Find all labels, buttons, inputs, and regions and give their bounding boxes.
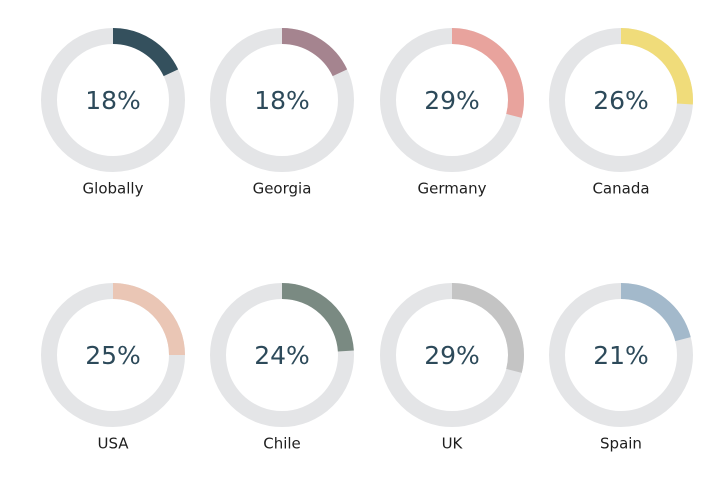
donut-arc	[112, 28, 179, 77]
value-label: 18%	[85, 86, 141, 115]
donut-title: Spain	[600, 435, 642, 453]
donut-arc	[451, 28, 524, 118]
donut-title: Globally	[83, 180, 144, 198]
donut-title: Germany	[418, 180, 487, 198]
value-label: 18%	[254, 86, 310, 115]
donut-arc	[620, 283, 691, 342]
donut-title: Chile	[263, 435, 301, 453]
value-label: 26%	[593, 86, 649, 115]
donut-title: USA	[97, 435, 129, 453]
value-label: 29%	[424, 86, 480, 115]
donut-arc	[281, 28, 348, 77]
donut-arc	[112, 283, 185, 356]
value-label: 25%	[85, 341, 141, 370]
value-label: 24%	[254, 341, 310, 370]
value-label: 21%	[593, 341, 649, 370]
donut-title: Canada	[592, 180, 649, 198]
donut-arc	[620, 28, 693, 105]
donut-title: UK	[442, 435, 464, 453]
value-label: 29%	[424, 341, 480, 370]
donut-arc	[281, 283, 354, 352]
donut-arc	[451, 283, 524, 373]
donut-title: Georgia	[253, 180, 312, 198]
